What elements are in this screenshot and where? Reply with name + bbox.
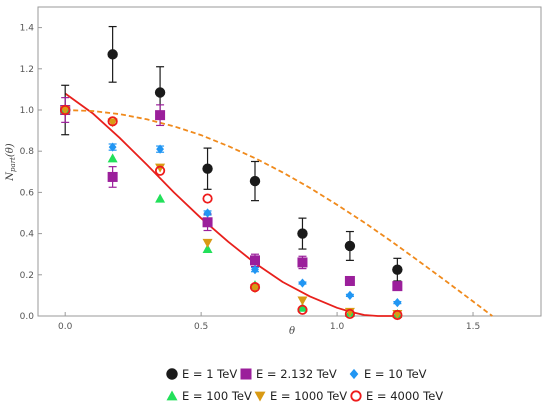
data-point (249, 284, 260, 294)
y-axis-label-tail: (θ) (5, 143, 16, 157)
data-point (297, 257, 308, 268)
data-point (107, 49, 118, 60)
data-point (155, 110, 166, 121)
data-point (107, 116, 118, 127)
data-point (344, 308, 356, 320)
plot-frame (37, 6, 542, 317)
data-point (392, 281, 403, 292)
y-tick-label: 1.2 (20, 65, 34, 75)
y-tick-label: 0.8 (20, 147, 35, 157)
legend-item: E = 1 TeV (166, 367, 237, 381)
legend-label: E = 10 TeV (364, 367, 427, 381)
data-point (202, 244, 213, 254)
y-tick-label: 1.4 (20, 24, 35, 34)
legend-label: E = 1 TeV (182, 367, 237, 381)
legend-label: E = 2.132 TeV (256, 367, 337, 381)
data-point (155, 163, 166, 173)
legend-item: E = 4000 TeV (350, 389, 443, 403)
legend-item: E = 2.132 TeV (240, 367, 337, 381)
data-point (392, 309, 403, 321)
data-point (249, 175, 261, 187)
data-point (393, 298, 402, 308)
data-point (392, 264, 403, 275)
data-point (155, 193, 166, 203)
legend-item: E = 100 TeV (166, 389, 252, 403)
y-tick-label: 0.2 (20, 271, 34, 281)
data-point (154, 87, 166, 98)
y-axis-label-main: N (5, 171, 16, 182)
legend-marker (350, 390, 362, 402)
x-axis-label: θ (289, 326, 295, 337)
data-point (298, 278, 307, 288)
legend-marker (254, 391, 266, 402)
curves-layer (64, 92, 493, 317)
legend-item: E = 1000 TeV (254, 389, 347, 403)
data-point (202, 193, 213, 204)
svg-text:Npart(θ): Npart(θ) (5, 143, 17, 182)
data-point (202, 163, 213, 174)
data-point (344, 275, 355, 286)
data-point (297, 304, 308, 315)
y-tick-label: 0.4 (20, 230, 35, 240)
legend-marker (349, 368, 359, 380)
data-point (203, 208, 212, 218)
x-tick-label: 1.0 (330, 322, 345, 332)
data-point (297, 228, 308, 239)
legend-marker (166, 368, 178, 380)
data-point (156, 144, 164, 154)
x-tick-label: 0.5 (194, 322, 208, 332)
data-point (154, 165, 166, 176)
y-axis-label-sub: part (9, 157, 17, 172)
data-point (249, 282, 261, 293)
data-point (346, 290, 354, 300)
y-axis-label: Npart(θ) (5, 143, 17, 182)
data-point (107, 118, 118, 128)
y-tick-label: 0.0 (20, 312, 35, 322)
legend: E = 1 TeV E = 2.132 TeV E = 10 TeV E = 100 … (166, 367, 443, 403)
y-tick-label: 0.6 (20, 188, 35, 198)
data-point (60, 104, 71, 116)
legend-marker (240, 368, 252, 380)
data-point (297, 296, 308, 306)
x-axis-ticks: 0.0 0.5 1.0 1.5 (58, 312, 480, 332)
curve-solid (64, 92, 397, 317)
data-point (107, 153, 118, 163)
data-point (60, 106, 71, 115)
legend-label: E = 1000 TeV (270, 389, 347, 403)
legend-item: E = 10 TeV (349, 367, 427, 381)
data-point (344, 240, 356, 252)
series-2 (61, 105, 402, 308)
legend-label: E = 100 TeV (182, 389, 252, 403)
y-axis-ticks: 0.0 0.2 0.4 0.6 0.8 1.0 1.2 1.4 (20, 24, 42, 322)
series-5 (60, 104, 403, 321)
legend-marker (166, 390, 178, 401)
data-point (107, 171, 118, 182)
data-point (202, 217, 213, 228)
curve-dashed (65, 109, 493, 317)
legend-label: E = 4000 TeV (366, 389, 443, 403)
data-point (297, 302, 308, 312)
x-tick-label: 0.0 (58, 322, 73, 332)
data-point (108, 142, 117, 152)
data-point (202, 238, 213, 248)
y-tick-label: 1.0 (20, 106, 35, 116)
data-point (249, 255, 260, 266)
x-tick-label: 1.5 (466, 322, 480, 332)
points-layer (59, 25, 403, 321)
data-point (251, 265, 259, 275)
